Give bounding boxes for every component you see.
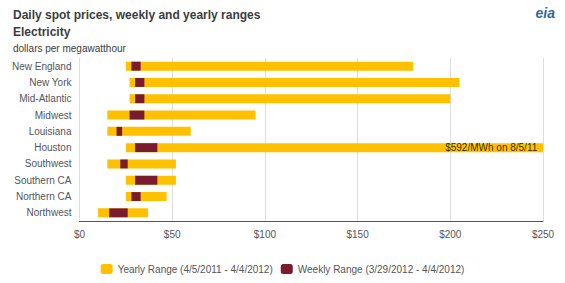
svg-text:$0: $0: [74, 229, 86, 240]
svg-text:Weekly Range (3/29/2012 - 4/4/: Weekly Range (3/29/2012 - 4/4/2012): [298, 264, 465, 275]
svg-text:Southern CA: Southern CA: [14, 175, 72, 186]
svg-text:$250: $250: [532, 229, 555, 240]
svg-text:Daily spot prices, weekly and: Daily spot prices, weekly and yearly ran…: [13, 8, 261, 22]
svg-text:Northern CA: Northern CA: [16, 191, 72, 202]
svg-text:Midwest: Midwest: [35, 110, 72, 121]
svg-text:$150: $150: [346, 229, 369, 240]
svg-text:New England: New England: [12, 61, 71, 72]
svg-text:Southwest: Southwest: [25, 158, 72, 169]
svg-text:$100: $100: [254, 229, 277, 240]
svg-text:dollars per megawatthour: dollars per megawatthour: [13, 43, 127, 54]
svg-text:Northwest: Northwest: [26, 207, 71, 218]
svg-text:Mid-Atlantic: Mid-Atlantic: [19, 93, 71, 104]
svg-text:Louisiana: Louisiana: [29, 126, 72, 137]
svg-text:Electricity: Electricity: [13, 25, 71, 39]
svg-text:Yearly Range (4/5/2011 - 4/4/2: Yearly Range (4/5/2011 - 4/4/2012): [118, 264, 273, 275]
svg-text:Houston: Houston: [34, 142, 71, 153]
svg-text:$50: $50: [164, 229, 181, 240]
svg-text:New York: New York: [29, 77, 72, 88]
svg-text:eia: eia: [536, 5, 556, 21]
svg-text:$200: $200: [439, 229, 462, 240]
svg-text:$592/MWh on 8/5/11: $592/MWh on 8/5/11: [445, 142, 538, 153]
